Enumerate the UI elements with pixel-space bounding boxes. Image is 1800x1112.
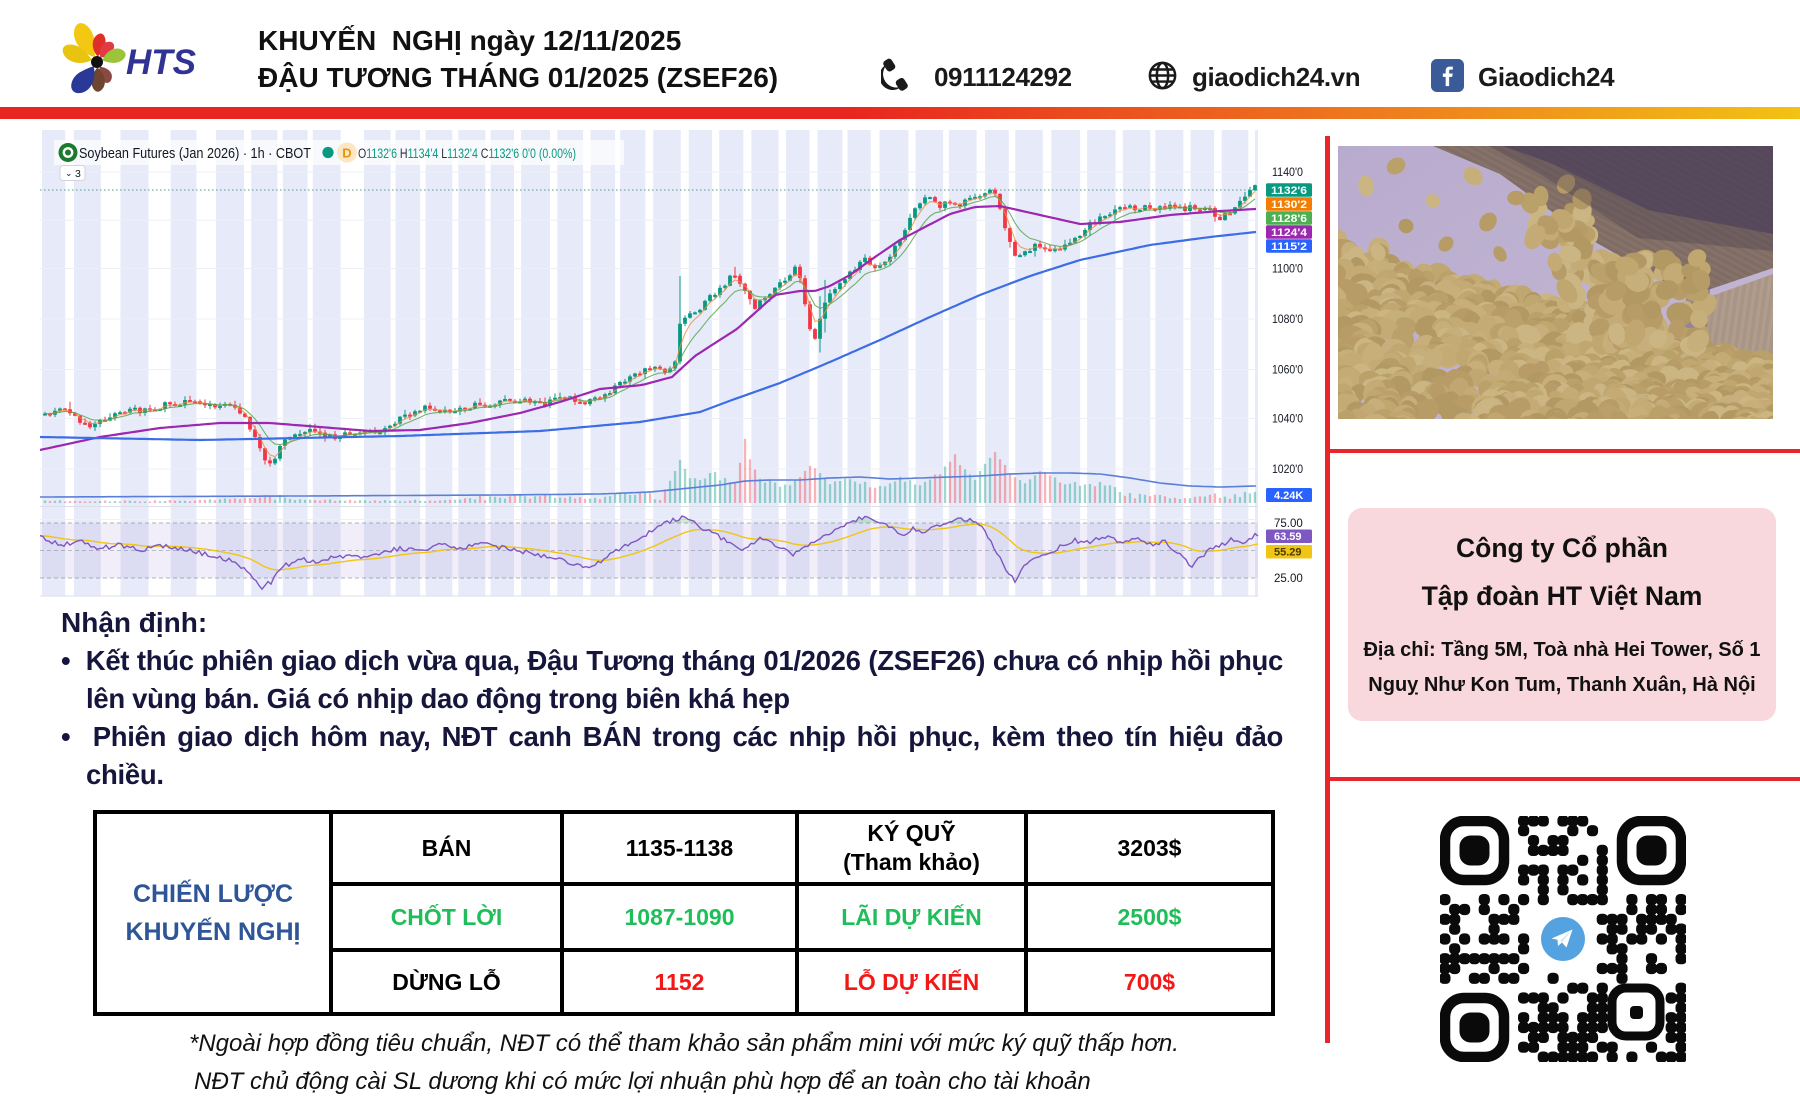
svg-text:1115'2: 1115'2	[1271, 241, 1307, 253]
svg-text:63.59: 63.59	[1274, 531, 1302, 543]
svg-text:75.00: 75.00	[1274, 518, 1303, 530]
svg-text:HTS: HTS	[126, 43, 196, 82]
svg-text:1124'4: 1124'4	[1271, 227, 1308, 239]
svg-text:1060'0: 1060'0	[1272, 365, 1303, 377]
svg-text:O1132'6 H1134'4 L1132'4 C1132': O1132'6 H1134'4 L1132'4 C1132'6 0'0 (0.0…	[358, 146, 576, 161]
svg-text:1080'0: 1080'0	[1272, 314, 1303, 326]
svg-text:1130'2: 1130'2	[1271, 199, 1307, 211]
svg-text:D: D	[342, 146, 351, 161]
svg-text:Soybean Futures (Jan 2026) · 1: Soybean Futures (Jan 2026) · 1h · CBOT	[79, 146, 311, 162]
svg-text:1040'0: 1040'0	[1272, 414, 1303, 426]
svg-text:4.24K: 4.24K	[1274, 490, 1303, 502]
svg-text:1132'6: 1132'6	[1271, 185, 1307, 197]
svg-text:1020'0: 1020'0	[1272, 464, 1303, 476]
svg-text:1140'0: 1140'0	[1272, 167, 1303, 179]
svg-text:⌄: ⌄	[65, 168, 73, 178]
svg-text:1100'0: 1100'0	[1272, 264, 1303, 276]
svg-text:3: 3	[75, 168, 81, 180]
svg-text:1128'6: 1128'6	[1271, 213, 1307, 225]
svg-text:55.29: 55.29	[1274, 547, 1302, 559]
svg-text:25.00: 25.00	[1274, 573, 1303, 585]
